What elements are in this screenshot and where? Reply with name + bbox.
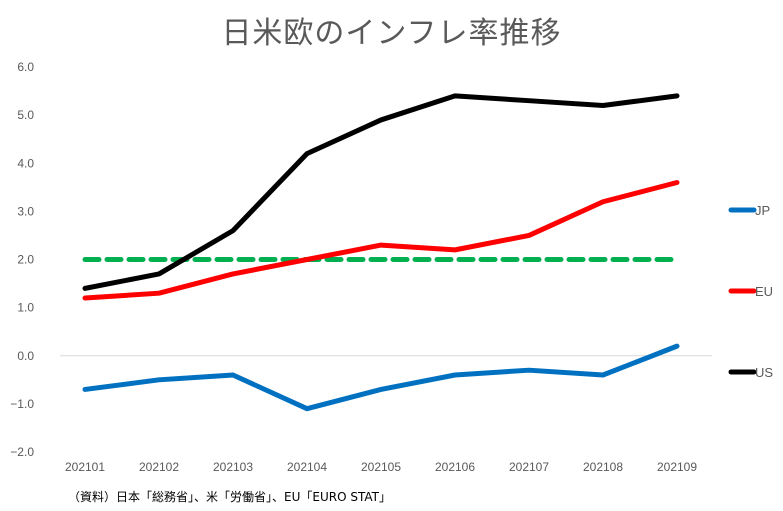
- chart-title: 日米欧のインフレ率推移: [221, 16, 562, 51]
- legend: JP EU US: [728, 203, 773, 380]
- x-tick-label: 202109: [657, 460, 697, 474]
- y-tick-label: 0.0: [17, 349, 34, 363]
- x-tick-label: 202103: [213, 460, 253, 474]
- y-tick-label: 5.0: [17, 108, 34, 122]
- y-tick-label: 2.0: [17, 253, 34, 267]
- legend-label: JP: [755, 203, 770, 218]
- series-layer: [82, 93, 680, 412]
- y-tick-label: 3.0: [17, 204, 34, 218]
- x-tick-label: 202107: [509, 460, 549, 474]
- x-axis: 202101 202102 202103 202104 202105 202106 2021…: [65, 460, 697, 474]
- legend-item-eu: EU: [728, 284, 773, 299]
- legend-label: EU: [755, 284, 773, 299]
- legend-label: US: [755, 365, 773, 380]
- y-axis: 6.0 5.0 4.0 3.0 2.0 1.0 0.0 −1.0 −2.0: [10, 60, 34, 459]
- legend-item-jp: JP: [728, 203, 770, 218]
- source-note: （資料）日本「総務省」、米「労働省」、EU「EURO STAT」: [68, 490, 391, 504]
- x-tick-label: 202102: [139, 460, 179, 474]
- x-tick-label: 202108: [583, 460, 623, 474]
- x-tick-label: 202101: [65, 460, 105, 474]
- legend-item-us: US: [728, 365, 773, 380]
- x-tick-label: 202106: [435, 460, 475, 474]
- y-tick-label: −1.0: [10, 397, 34, 411]
- y-tick-label: 6.0: [17, 60, 34, 74]
- x-tick-label: 202105: [361, 460, 401, 474]
- y-tick-label: −2.0: [10, 445, 34, 459]
- y-tick-label: 1.0: [17, 301, 34, 315]
- y-tick-label: 4.0: [17, 156, 34, 170]
- series-line-eu: [82, 180, 680, 301]
- x-tick-label: 202104: [287, 460, 327, 474]
